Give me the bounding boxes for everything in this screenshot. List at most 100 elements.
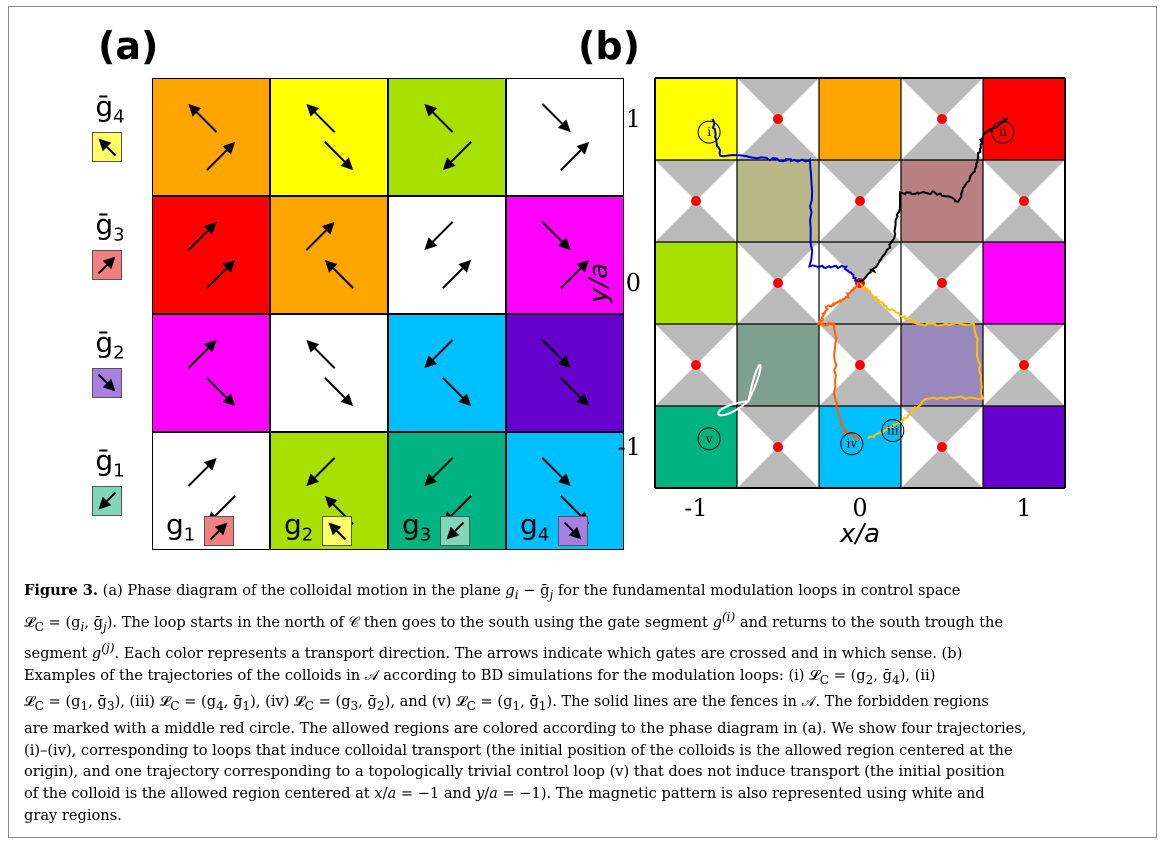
color-swatch: [92, 368, 122, 398]
caption-math: 4: [891, 672, 900, 687]
caption-text: are marked with a middle red circle. The…: [24, 719, 1027, 737]
row-label-sub: 4: [113, 106, 125, 128]
x-tick-label: 1: [1016, 494, 1031, 522]
caption-math: − ḡ: [518, 582, 550, 599]
trajectory-v: [717, 363, 762, 417]
forbidden-region: [655, 160, 737, 242]
cell-arrows: [541, 221, 590, 289]
allowed-region: [819, 78, 901, 160]
caption-text: Examples of the trajectories of the coll…: [24, 666, 820, 684]
phase-cell: [506, 196, 624, 314]
panel-b-title: (b): [578, 24, 640, 68]
caption-math: C: [170, 699, 180, 714]
caption-math: 𝓛: [24, 613, 35, 631]
arrow-icon: [446, 521, 465, 540]
caption-math: , ḡ: [358, 693, 377, 711]
caption-math: , ḡ: [88, 693, 107, 711]
caption-math: C: [304, 699, 314, 714]
phase-cell: [270, 314, 388, 432]
caption-math: 4: [216, 699, 224, 714]
caption-math: ), (iii) 𝓛: [114, 693, 171, 711]
caption-math: (j): [101, 641, 115, 656]
caption-math: C: [466, 699, 476, 714]
figure-label: Figure 3.: [24, 582, 99, 599]
cell-arrows: [188, 103, 236, 171]
color-swatch: [204, 516, 234, 546]
caption-math: j: [549, 587, 554, 602]
caption-math: 1: [512, 699, 521, 714]
phase-cell: [152, 78, 270, 196]
forbidden-region: [737, 78, 819, 160]
figure-caption: Figure 3. (a) Phase diagram of the collo…: [24, 580, 1144, 826]
row-label-main: ḡ: [95, 444, 114, 477]
caption-math: = (g: [179, 693, 217, 711]
arrow-icon: [98, 491, 117, 510]
column-label-sub: 2: [301, 524, 314, 546]
caption-math: g: [91, 644, 102, 662]
arrow-icon: [206, 141, 236, 171]
svg-text:ii: ii: [999, 125, 1007, 139]
arrow-icon: [188, 103, 218, 133]
phase-cell: [270, 196, 388, 314]
arrow-icon: [206, 259, 236, 289]
arrow-icon: [424, 339, 454, 369]
phase-cell: [506, 78, 624, 196]
trajectory-iv: [816, 282, 861, 442]
column-label-main: g: [402, 508, 420, 541]
caption-math: g: [712, 613, 722, 631]
cell-arrows: [541, 103, 590, 171]
column-label-text: g4: [520, 508, 549, 546]
trajectory-i: [711, 118, 861, 284]
caption-text: and returns to the south trough the: [735, 613, 1004, 631]
row-label-text: ḡ2: [80, 328, 140, 369]
caption-text: of the colloid is the allowed region cen…: [24, 784, 375, 802]
row-label-sub: 1: [113, 460, 125, 482]
color-swatch: [92, 250, 122, 280]
caption-math: a: [489, 784, 498, 802]
caption-math: 2: [865, 672, 874, 687]
caption-text: gray regions.: [24, 806, 122, 824]
y-tick-label: -1: [618, 433, 641, 461]
svg-text:iv: iv: [846, 437, 857, 451]
caption-math: = (g: [314, 693, 351, 711]
caption-math: , ḡ: [84, 613, 103, 631]
forbidden-region: [901, 406, 983, 488]
arrow-icon: [305, 221, 335, 251]
caption-math: x: [374, 784, 383, 802]
cell-arrows: [187, 339, 236, 407]
caption-math: /: [382, 784, 388, 802]
cell-arrows: [424, 103, 472, 171]
figure-frame: [8, 6, 1157, 838]
color-swatch: [92, 486, 122, 516]
caption-math: a: [387, 784, 397, 802]
phase-cell: [152, 196, 270, 314]
row-label-text: ḡ3: [80, 210, 140, 251]
color-swatch: [558, 516, 588, 546]
y-tick-label: 1: [626, 105, 641, 133]
forbidden-region: [737, 242, 819, 324]
trajectory-marker: v: [697, 427, 721, 451]
caption-math: 3: [106, 699, 115, 714]
allowed-region: [819, 406, 901, 488]
row-label-main: ḡ: [95, 326, 114, 359]
caption-text: = −1). The magnetic pattern is also repr…: [497, 784, 985, 802]
caption-math: 3: [350, 699, 359, 714]
arrow-icon: [209, 522, 228, 541]
trajectory-marker: i: [697, 120, 721, 144]
arrow-icon: [442, 141, 472, 171]
panel-a-title: (a): [98, 24, 159, 68]
caption-math: C: [34, 699, 44, 714]
svg-text:iii: iii: [887, 424, 899, 438]
cell-arrows: [424, 339, 472, 407]
column-label-text: g2: [284, 508, 313, 546]
allowed-region: [983, 242, 1065, 324]
caption-text: ), (ii): [899, 666, 936, 684]
row-label-main: ḡ: [95, 90, 114, 123]
x-tick-label: -1: [684, 494, 707, 522]
column-label-sub: 1: [183, 524, 196, 546]
color-swatch: [322, 516, 352, 546]
arrow-icon: [97, 256, 116, 275]
cell-arrows: [424, 221, 472, 289]
caption-math: ), and (v) 𝓛: [384, 693, 467, 711]
arrow-icon: [97, 373, 116, 392]
